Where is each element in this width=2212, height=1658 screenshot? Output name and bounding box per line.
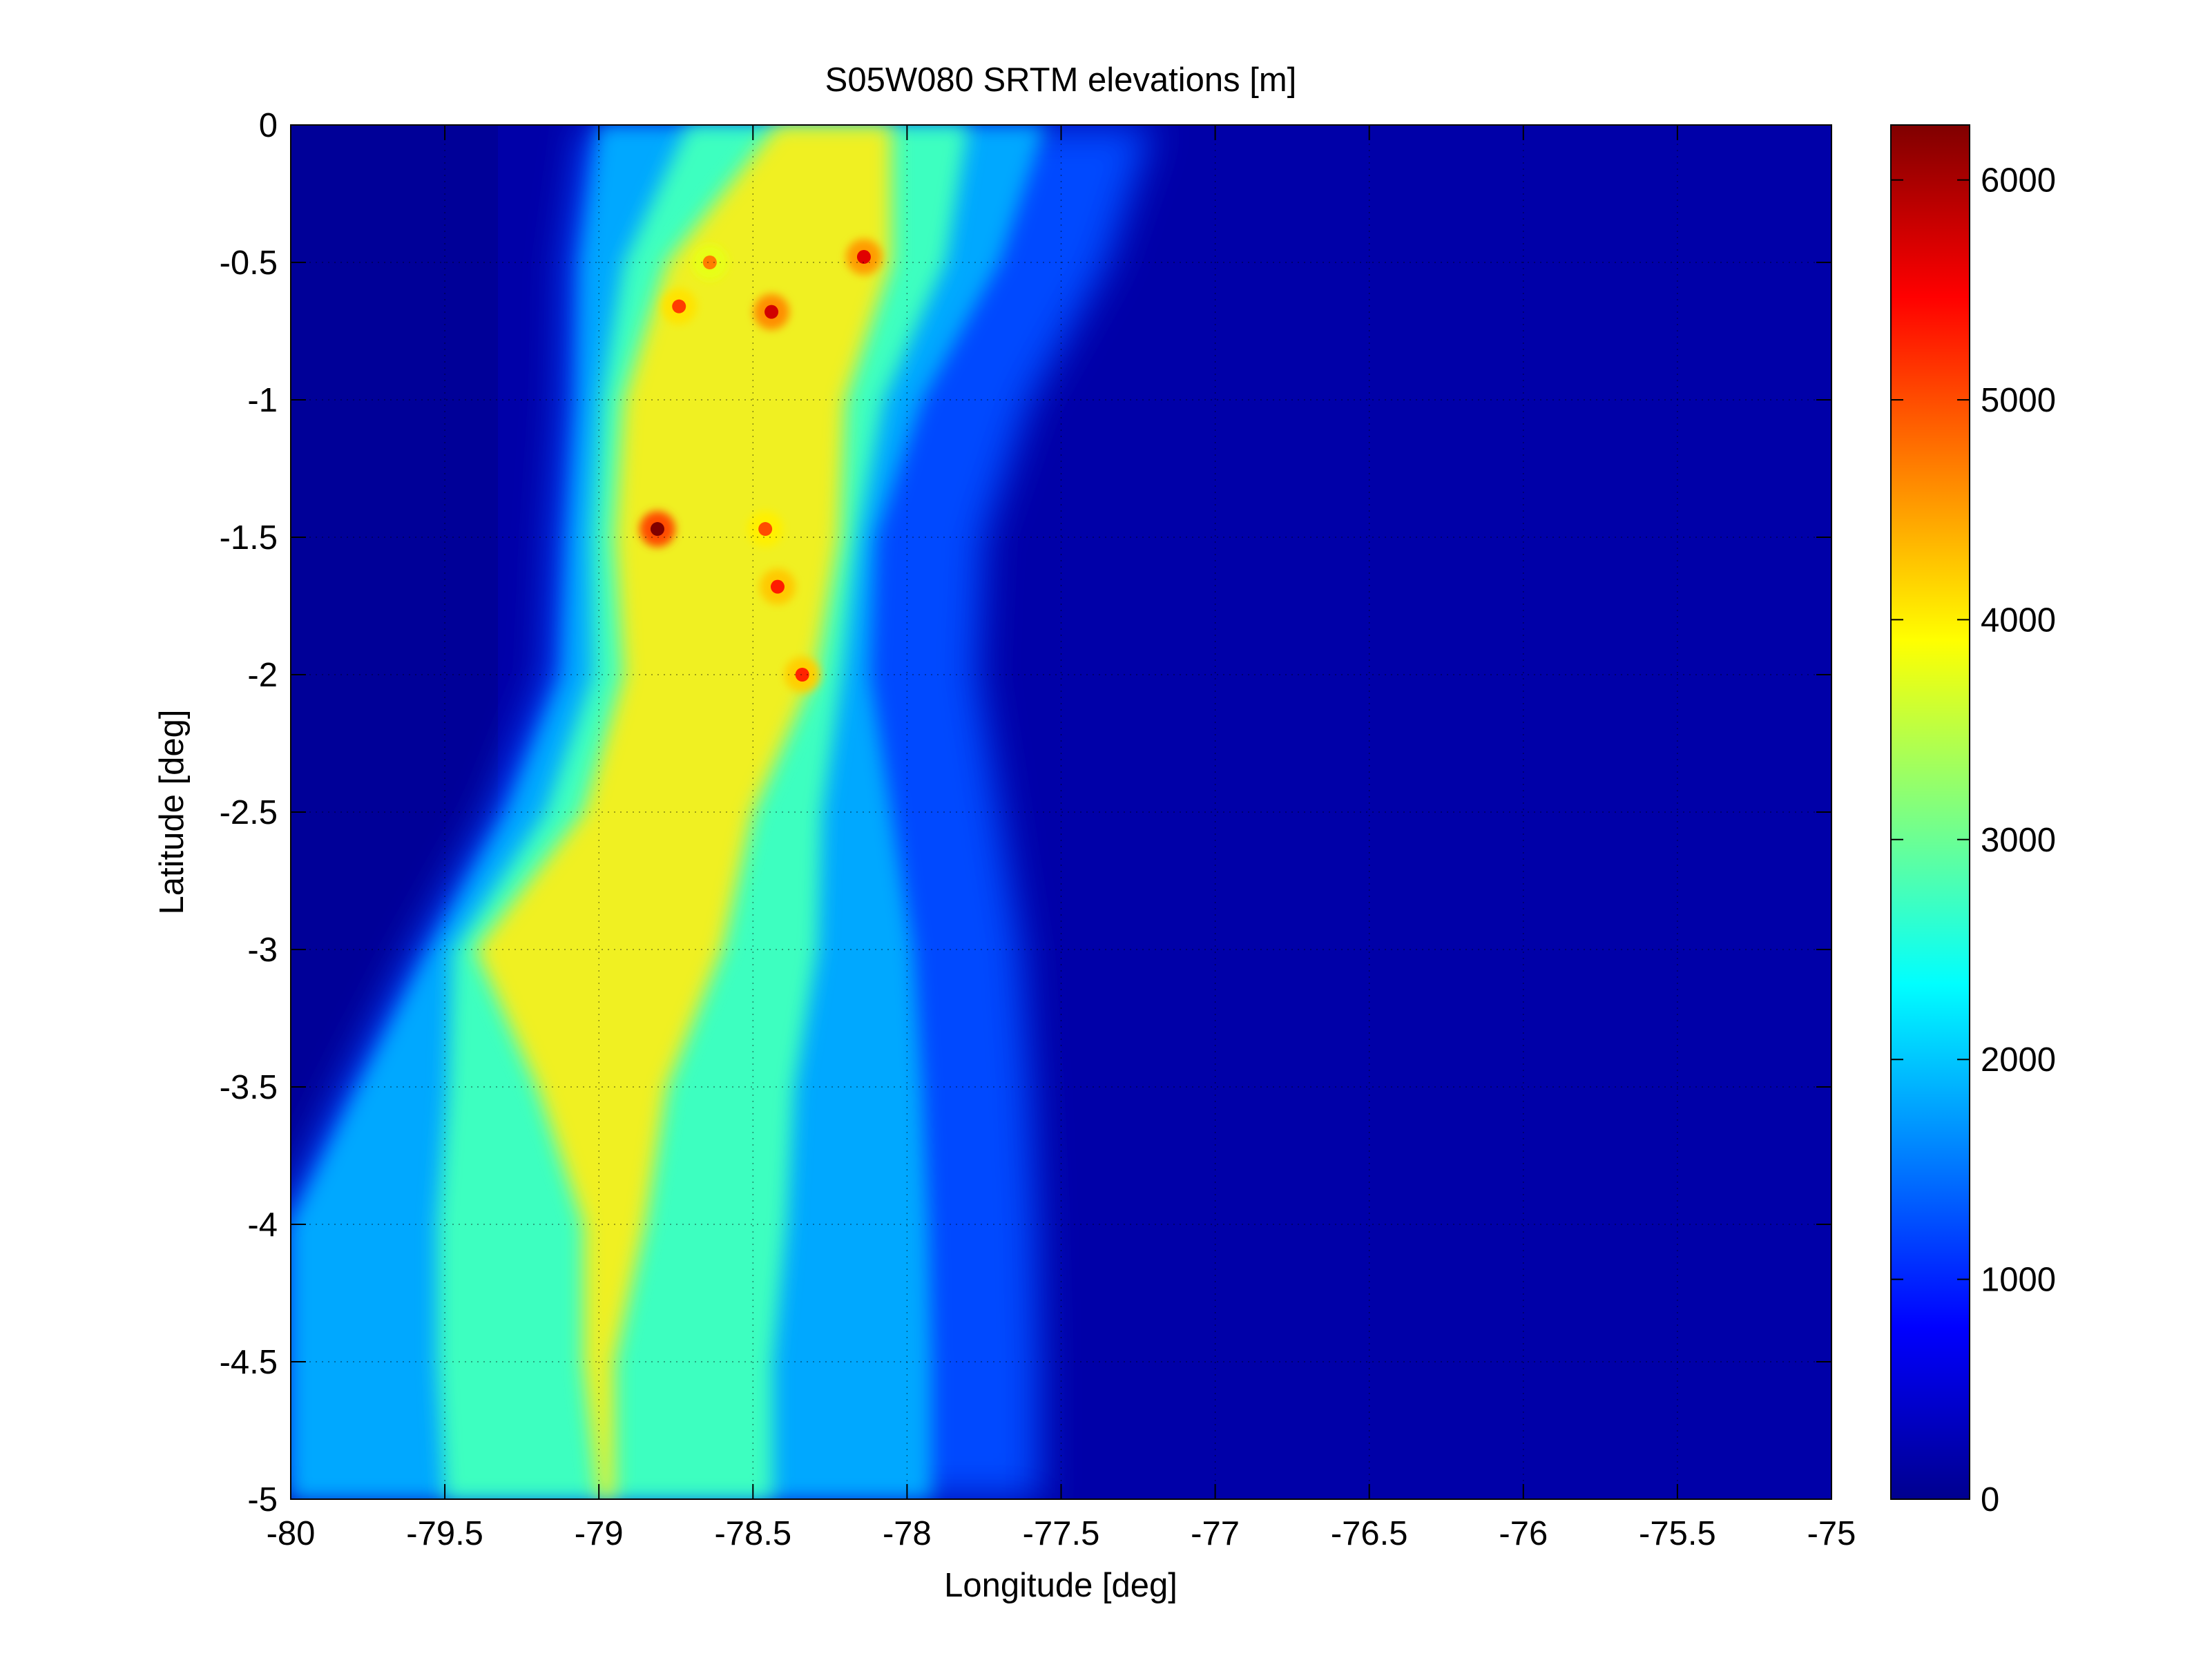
colorbar-tick-label: 5000 bbox=[1981, 382, 2056, 419]
x-tick-label: -76 bbox=[1499, 1515, 1548, 1552]
x-axis-label: Longitude [deg] bbox=[944, 1567, 1177, 1604]
x-tick-label: -77 bbox=[1191, 1515, 1240, 1552]
peak-marker bbox=[747, 511, 784, 548]
y-tick-label: -0.5 bbox=[220, 244, 278, 282]
x-tick-label: -77.5 bbox=[1023, 1515, 1100, 1552]
x-tick-label: -80 bbox=[267, 1515, 316, 1552]
peak-marker bbox=[753, 293, 790, 330]
x-tick-label: -75.5 bbox=[1639, 1515, 1716, 1552]
peak-marker bbox=[661, 288, 698, 325]
peak-marker bbox=[845, 239, 882, 276]
y-tick-label: 0 bbox=[259, 107, 278, 144]
colorbar-tick-label: 0 bbox=[1981, 1481, 1999, 1519]
y-axis-label: Latitude [deg] bbox=[153, 710, 191, 915]
peak-marker bbox=[759, 568, 796, 605]
y-tick-label: -4.5 bbox=[220, 1344, 278, 1381]
chart-title: S05W080 SRTM elevations [m] bbox=[825, 61, 1297, 99]
peak-marker bbox=[691, 244, 728, 280]
y-tick-label: -5 bbox=[247, 1481, 278, 1519]
colorbar-tick-label: 3000 bbox=[1981, 822, 2056, 859]
colorbar-tick-label: 1000 bbox=[1981, 1262, 2056, 1299]
y-axis: 0 -0.5 -1 -1.5 -2 -2.5 -3 -3.5 -4 -4.5 -5 bbox=[220, 107, 1831, 1519]
y-tick-label: -2.5 bbox=[220, 794, 278, 831]
x-tick-label: -79 bbox=[575, 1515, 624, 1552]
y-tick-label: -2 bbox=[247, 657, 278, 694]
y-tick-label: -1 bbox=[247, 382, 278, 419]
y-tick-label: -4 bbox=[247, 1206, 278, 1244]
peak-marker bbox=[639, 511, 675, 548]
x-tick-label: -75 bbox=[1807, 1515, 1856, 1552]
x-axis: -80 -79.5 -79 -78.5 -78 -77.5 -77 -76.5 -76 -75.5… bbox=[267, 125, 1856, 1552]
x-tick-label: -76.5 bbox=[1331, 1515, 1408, 1552]
y-tick-label: -3 bbox=[247, 932, 278, 969]
x-tick-label: -78.5 bbox=[714, 1515, 791, 1552]
colorbar-scale bbox=[1890, 124, 1970, 1500]
colorbar-axis: 0 1000 2000 3000 4000 5000 6000 bbox=[1891, 162, 2056, 1519]
x-tick-label: -79.5 bbox=[406, 1515, 483, 1552]
x-tick-label: -78 bbox=[883, 1515, 932, 1552]
y-tick-label: -1.5 bbox=[220, 519, 278, 557]
colorbar-tick-label: 6000 bbox=[1981, 162, 2056, 200]
y-tick-label: -3.5 bbox=[220, 1069, 278, 1106]
peak-marker bbox=[784, 657, 820, 693]
peak-markers bbox=[639, 239, 882, 693]
colorbar-tick-label: 4000 bbox=[1981, 601, 2056, 639]
colorbar-tick-label: 2000 bbox=[1981, 1041, 2056, 1079]
